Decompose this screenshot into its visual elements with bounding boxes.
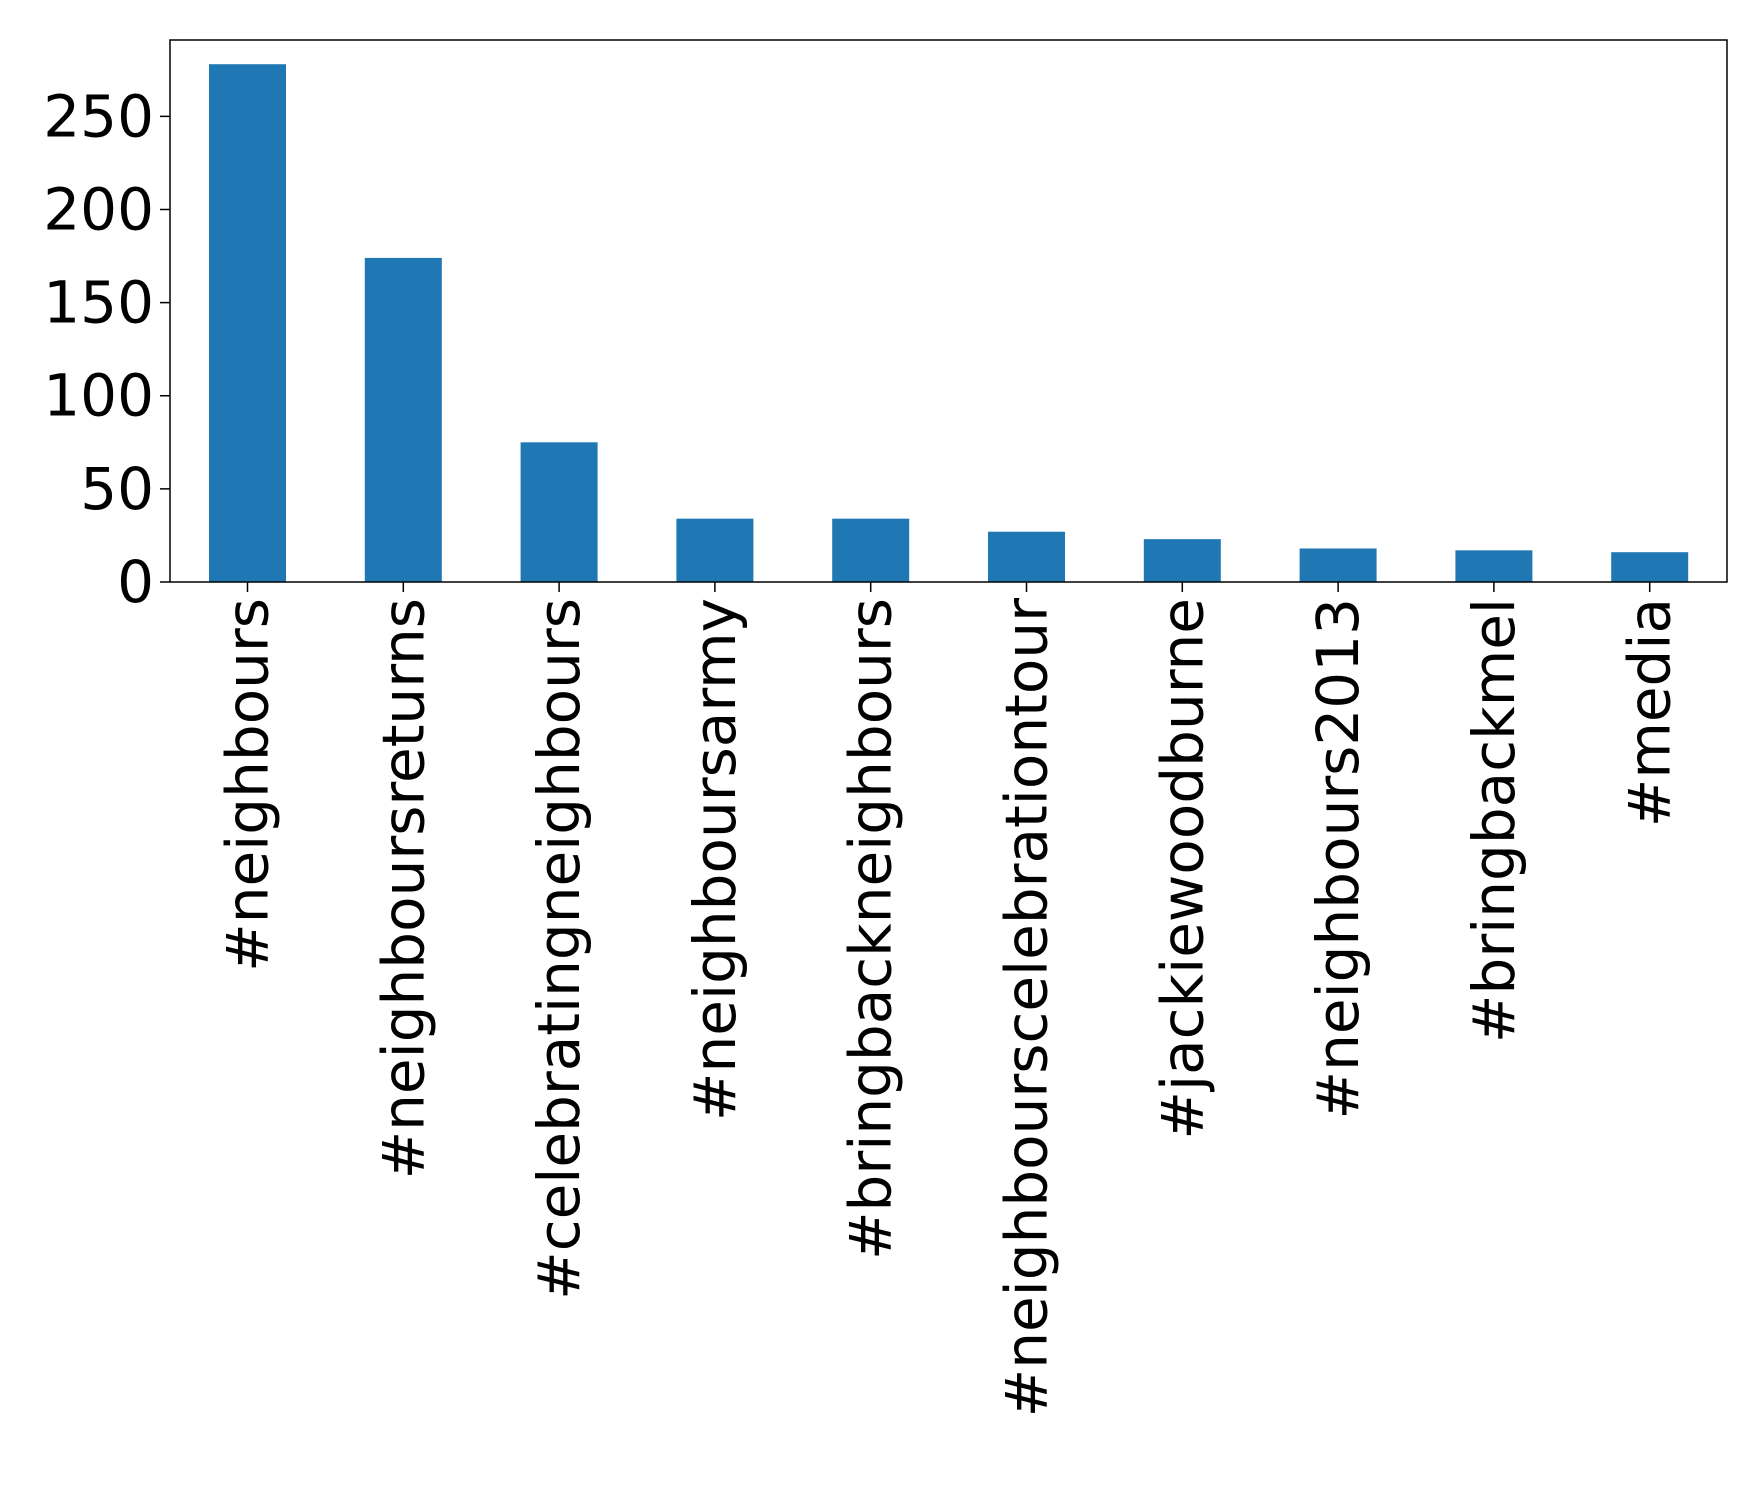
y-tick-label: 150 xyxy=(43,269,154,337)
y-tick-label: 100 xyxy=(43,362,154,430)
x-tick-label: #bringbackneighbours xyxy=(837,598,905,1260)
y-axis: 0 50 100 150 200 250 xyxy=(43,82,170,616)
y-tick-label: 200 xyxy=(43,175,154,243)
bar xyxy=(364,257,442,582)
x-tick-label: #jackiewoodburne xyxy=(1148,598,1216,1140)
x-tick-label: #neighbourscelebrationtour xyxy=(993,598,1061,1418)
bar xyxy=(1611,552,1689,582)
bar xyxy=(1143,539,1221,582)
plot-frame xyxy=(169,39,1728,583)
bar xyxy=(676,518,754,582)
x-tick-label: #celebratingneighbours xyxy=(525,598,593,1300)
bar xyxy=(988,531,1065,582)
y-tick-label: 250 xyxy=(43,82,154,150)
x-tick-label: #neighbours xyxy=(214,598,282,972)
x-tick-label: #bringbackmel xyxy=(1460,598,1528,1043)
x-tick-label: #media xyxy=(1616,598,1684,827)
bar xyxy=(832,518,910,582)
y-tick-label: 0 xyxy=(117,548,154,616)
x-tick-label: #neighbours2013 xyxy=(1304,598,1372,1119)
bar xyxy=(1455,550,1533,582)
x-tick-label: #neighboursreturns xyxy=(369,598,437,1179)
bars-layer xyxy=(209,64,1689,582)
y-tick-label: 50 xyxy=(80,455,154,523)
bar xyxy=(209,64,286,582)
bar xyxy=(520,442,598,582)
x-tick-label: #neighboursarmy xyxy=(681,598,749,1121)
x-axis: #neighbours #neighboursreturns #celebratin… xyxy=(214,582,1684,1417)
bar xyxy=(1299,548,1377,582)
